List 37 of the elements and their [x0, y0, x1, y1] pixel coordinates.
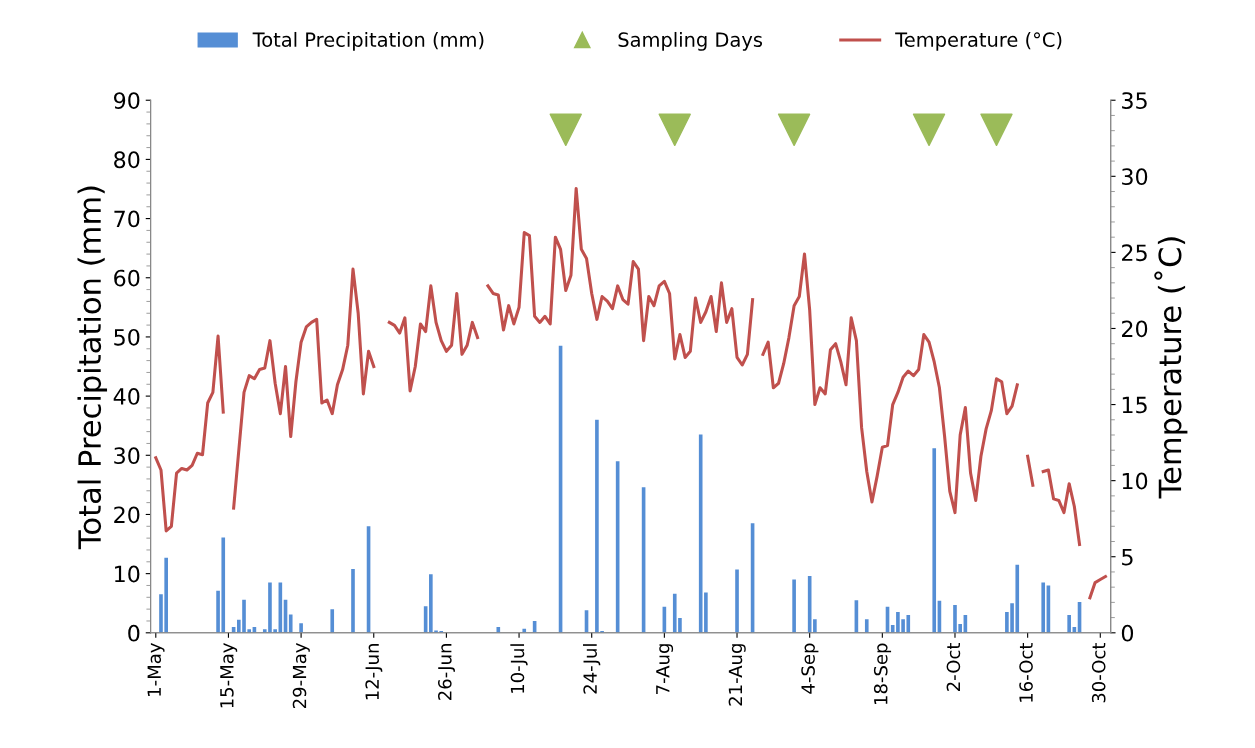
y-tick-label: 80 [114, 151, 140, 169]
y-tick-label: 50 [114, 328, 140, 346]
y-tick-label: 60 [114, 269, 140, 287]
y-axis-title: Total Precipitation (mm) [77, 186, 108, 550]
y-tick-label: 20 [114, 506, 140, 524]
y2-tick-label: 0 [1121, 624, 1134, 642]
x-tick-label: 29-May [292, 643, 310, 709]
x-tick-label: 18-Sep [873, 643, 892, 705]
y-tick-label: 90 [114, 92, 140, 109]
x-tick-label: 10-Jul [510, 644, 528, 693]
x-tick-label: 7-Aug [656, 644, 674, 694]
y-tick-label: 70 [114, 210, 140, 228]
y-tick-label: 30 [114, 447, 140, 465]
legend-label: Sampling Days [618, 31, 763, 51]
y-tick-label: 40 [113, 388, 140, 405]
legend-label: Temperature (°C) [895, 31, 1062, 51]
x-tick-label: 12-Jun [365, 644, 383, 700]
x-tick-label: 2-Oct [946, 642, 961, 691]
x-tick-label: 24-Jul [582, 644, 601, 694]
x-tick-label: 30-Oct [1091, 642, 1106, 703]
x-tick-label: 26-Jun [437, 644, 455, 700]
y2-axis-title: Temperature (˚C) [1154, 237, 1188, 499]
y2-tick-label: 5 [1122, 548, 1133, 566]
y-tick-label: 0 [128, 624, 140, 642]
x-tick-label: 1-May [147, 643, 165, 696]
y2-tick-label: 10 [1122, 472, 1148, 490]
x-tick-label: 4-Sep [801, 643, 819, 694]
y2-tick-label: 35 [1122, 92, 1147, 109]
x-tick-label: 15-May [220, 643, 238, 708]
y2-tick-label: 30 [1122, 168, 1148, 186]
y2-tick-label: 20 [1122, 320, 1148, 338]
y2-tick-label: 25 [1122, 244, 1147, 262]
legend-label: Total Precipitation (mm) [252, 31, 484, 51]
y-tick-label: 10 [115, 565, 140, 583]
x-tick-label: 21-Aug [728, 644, 746, 706]
x-tick-label: 16-Oct [1019, 642, 1033, 702]
y2-tick-label: 15 [1122, 396, 1147, 414]
